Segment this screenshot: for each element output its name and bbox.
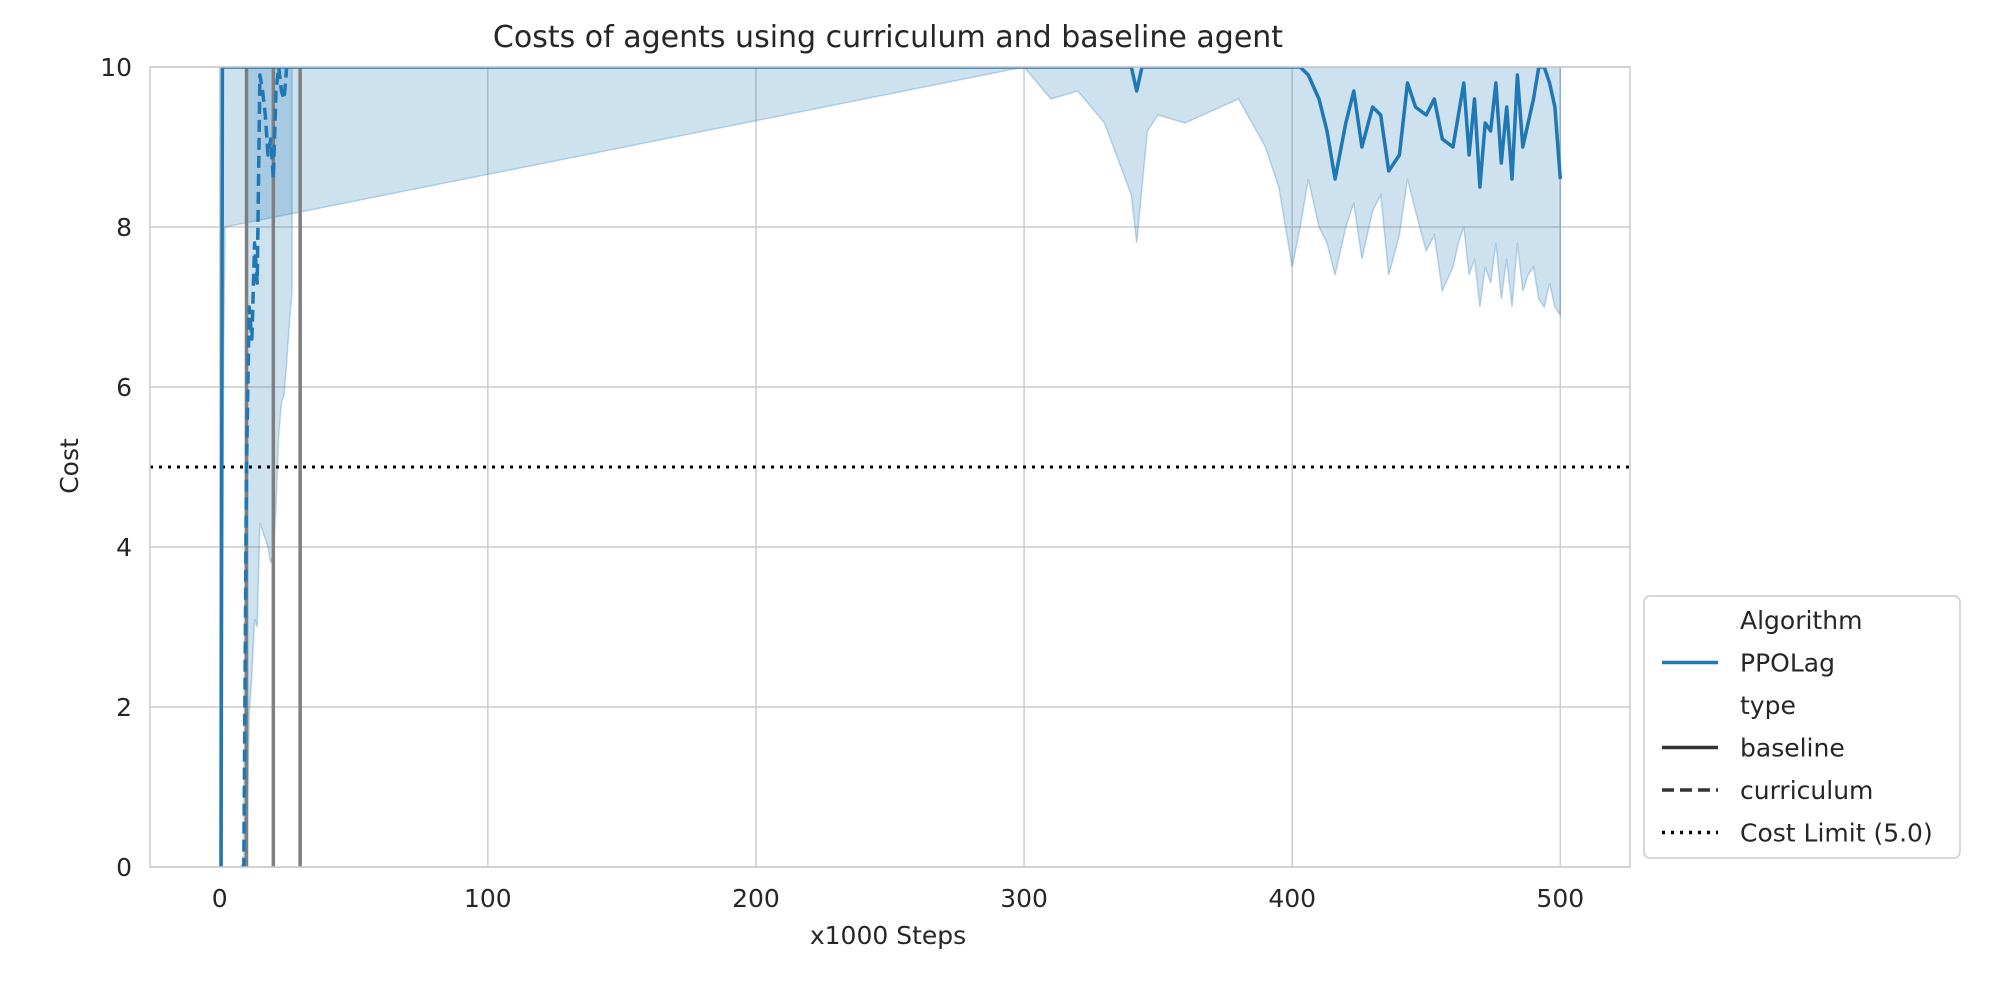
x-tick-label: 0 [212, 884, 228, 913]
y-tick-label: 6 [116, 373, 132, 402]
baseline-band [219, 67, 1562, 867]
legend-frame [1643, 595, 1961, 859]
y-tick-label: 2 [116, 693, 132, 722]
tick-labels: 0 100 200 300 400 500 0 2 4 6 8 10 [100, 53, 1584, 913]
x-tick-label: 300 [1000, 884, 1048, 913]
x-tick-label: 500 [1536, 884, 1584, 913]
x-tick-label: 100 [464, 884, 512, 913]
x-tick-label: 400 [1268, 884, 1316, 913]
x-axis-label: x1000 Steps [810, 921, 966, 950]
baseline-line [219, 67, 1563, 867]
y-tick-label: 0 [116, 853, 132, 882]
curriculum-band [241, 67, 293, 867]
legend-label: type [1740, 691, 1796, 720]
legend-label: baseline [1740, 734, 1845, 763]
plot-frame [149, 66, 1631, 868]
y-tick-label: 10 [100, 53, 132, 82]
y-axis-label: Cost [55, 438, 84, 494]
x-tick-label: 200 [732, 884, 780, 913]
legend-label: Algorithm [1740, 606, 1862, 635]
series-lines [219, 67, 1563, 867]
y-tick-label: 4 [116, 533, 132, 562]
legend-label: PPOLag [1740, 649, 1835, 678]
chart-title: Costs of agents using curriculum and bas… [493, 20, 1283, 55]
legend-label: curriculum [1740, 776, 1873, 805]
curriculum-line [241, 67, 293, 867]
legend-label: Cost Limit (5.0) [1740, 819, 1933, 848]
legend: Algorithm PPOLag type baseline curriculum Cos… [1643, 595, 1961, 859]
y-tick-label: 8 [116, 213, 132, 242]
